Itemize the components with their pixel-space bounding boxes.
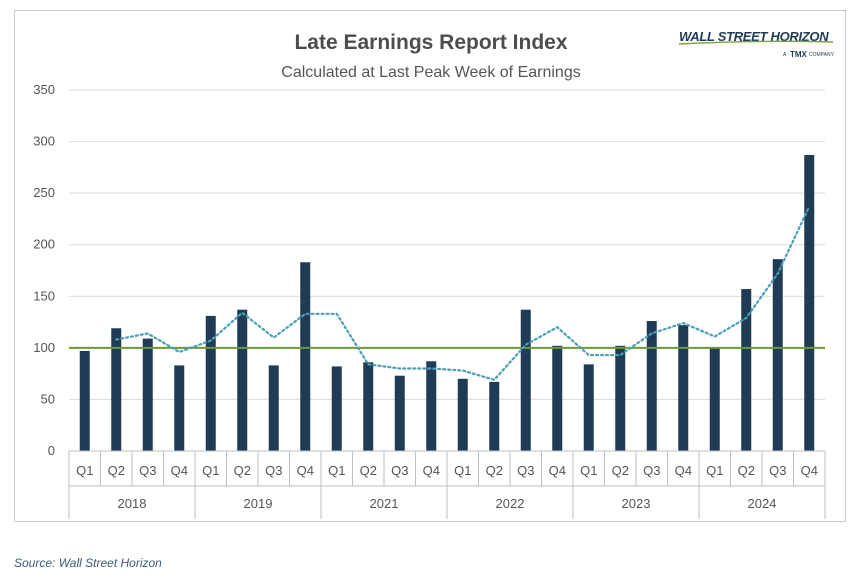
y-tick-label: 200	[33, 237, 55, 252]
y-axis-ticks: 0 50 100 150 200 250 300 350	[33, 82, 55, 458]
bar	[709, 347, 720, 451]
quarter-label: Q4	[297, 463, 314, 478]
quarter-label: Q1	[76, 463, 93, 478]
year-label: 2022	[496, 496, 525, 511]
bar	[489, 381, 500, 451]
quarter-label: Q3	[517, 463, 534, 478]
year-label: 2023	[622, 496, 651, 511]
bar	[426, 361, 437, 451]
y-tick-label: 350	[33, 82, 55, 97]
chart-subtitle: Calculated at Last Peak Week of Earnings	[281, 64, 580, 81]
logo-tagline-prefix: A	[783, 52, 787, 58]
bar	[331, 366, 342, 451]
bar	[111, 328, 122, 451]
quarter-label: Q2	[360, 463, 377, 478]
quarter-label: Q1	[706, 463, 723, 478]
quarter-label: Q4	[549, 463, 566, 478]
moving-average-line	[115, 205, 811, 382]
bar	[268, 365, 279, 451]
quarter-label: Q2	[738, 463, 755, 478]
year-label: 2024	[748, 496, 777, 511]
bar	[678, 325, 689, 451]
bar	[363, 362, 374, 451]
bar	[457, 378, 468, 451]
bar	[583, 364, 594, 451]
source-note: Source: Wall Street Horizon	[14, 556, 162, 570]
quarter-label: Q3	[643, 463, 660, 478]
quarter-label: Q1	[202, 463, 219, 478]
bar	[615, 345, 626, 451]
chart-frame: Late Earnings Report Index Calculated at…	[14, 10, 846, 522]
y-tick-label: 150	[33, 288, 55, 303]
late-earnings-chart: Late Earnings Report Index Calculated at…	[33, 29, 835, 519]
bar	[79, 350, 90, 451]
quarter-label: Q1	[328, 463, 345, 478]
bar	[205, 315, 216, 451]
quarter-label: Q4	[423, 463, 440, 478]
y-tick-label: 300	[33, 134, 55, 149]
logo-tagline-suffix: COMPANY	[809, 52, 835, 58]
y-tick-label: 0	[48, 443, 55, 458]
bar	[772, 259, 783, 451]
year-label: 2019	[244, 496, 273, 511]
logo-swoosh	[678, 40, 834, 45]
quarter-label: Q3	[139, 463, 156, 478]
bar	[237, 309, 248, 451]
y-tick-label: 100	[33, 340, 55, 355]
logo-name: WALL STREET HORIZON	[679, 29, 829, 44]
bar	[394, 375, 405, 451]
quarter-label: Q2	[234, 463, 251, 478]
bar	[646, 321, 657, 451]
wall-street-horizon-logo: WALL STREET HORIZON A TMX COMPANY	[678, 29, 835, 59]
quarter-label: Q3	[769, 463, 786, 478]
quarter-label: Q3	[265, 463, 282, 478]
x-axis: Q1 Q2 Q3 Q4 2018 Q1 Q2 Q3 Q4 2019 Q1 Q2 Q3 Q4 2021 Q1 Q2…	[68, 450, 826, 519]
y-tick-label: 50	[41, 391, 55, 406]
quarter-label: Q4	[675, 463, 692, 478]
quarter-label: Q4	[801, 463, 818, 478]
bar	[520, 309, 531, 451]
quarter-label: Q1	[454, 463, 471, 478]
logo-tagline-brand: TMX	[790, 50, 808, 59]
quarter-label: Q2	[612, 463, 629, 478]
bar	[174, 365, 185, 451]
bar	[300, 262, 311, 451]
quarter-label: Q2	[108, 463, 125, 478]
bar	[552, 345, 563, 451]
chart-title: Late Earnings Report Index	[294, 31, 567, 54]
quarter-label: Q3	[391, 463, 408, 478]
bars	[79, 154, 815, 452]
year-label: 2021	[370, 496, 399, 511]
quarter-label: Q2	[486, 463, 503, 478]
quarter-label: Q4	[171, 463, 188, 478]
bar	[804, 154, 815, 452]
y-tick-label: 250	[33, 185, 55, 200]
bar	[741, 289, 752, 451]
year-label: 2018	[118, 496, 147, 511]
quarter-label: Q1	[580, 463, 597, 478]
bar	[142, 338, 153, 451]
